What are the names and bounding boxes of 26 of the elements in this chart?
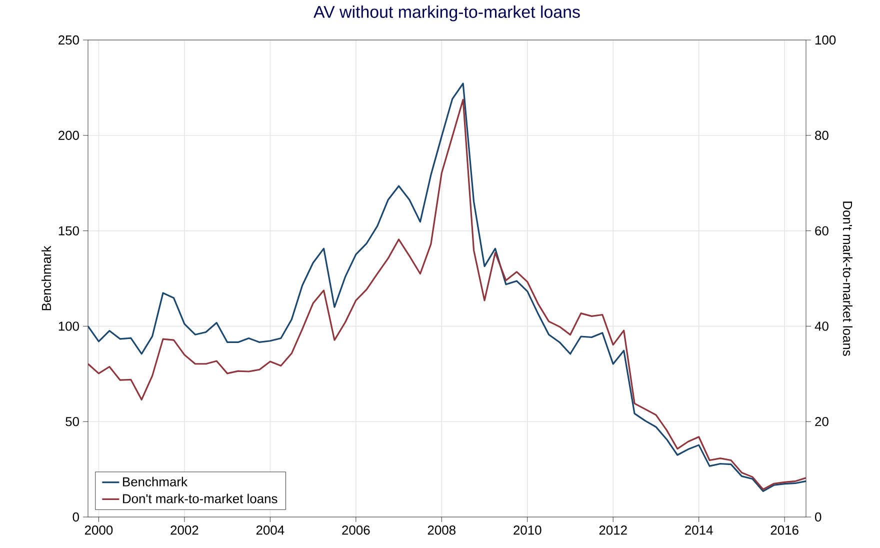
x-tick-label: 2004 xyxy=(256,526,284,535)
y-tick-label: 100 xyxy=(58,322,79,331)
x-tick-label: 2012 xyxy=(599,526,627,535)
x-tick-label: 2014 xyxy=(685,526,713,535)
y2-tick-label: 60 xyxy=(815,226,828,236)
x-tick-label: 2016 xyxy=(770,526,798,535)
y-axis-title: Benchmark xyxy=(42,246,52,310)
y-tick-label: 50 xyxy=(66,417,79,426)
y-tick-label: 150 xyxy=(58,226,79,236)
y2-tick-label: 80 xyxy=(815,130,828,140)
x-tick-label: 2006 xyxy=(342,526,370,535)
x-tick-label: 2008 xyxy=(428,526,456,535)
legend-label: Benchmark xyxy=(123,476,188,486)
y2-tick-label: 100 xyxy=(816,35,836,45)
x-tick-label: 2010 xyxy=(514,526,542,535)
legend-label: Don't mark-to-market loans xyxy=(123,494,278,504)
y2-tick-label: 40 xyxy=(814,322,828,331)
y-tick-label: 0 xyxy=(72,512,79,522)
y-tick-label: 200 xyxy=(58,130,79,140)
y2-tick-label: 20 xyxy=(815,417,828,426)
y2-tick-label: 0 xyxy=(815,512,822,522)
y-tick-label: 250 xyxy=(58,35,79,45)
chart-title: AV without marking-to-market loans xyxy=(314,6,580,22)
x-tick-label: 2000 xyxy=(84,526,113,535)
x-tick-label: 2002 xyxy=(170,526,198,535)
y2-axis-title: Don't mark-to-market loans xyxy=(842,202,852,356)
